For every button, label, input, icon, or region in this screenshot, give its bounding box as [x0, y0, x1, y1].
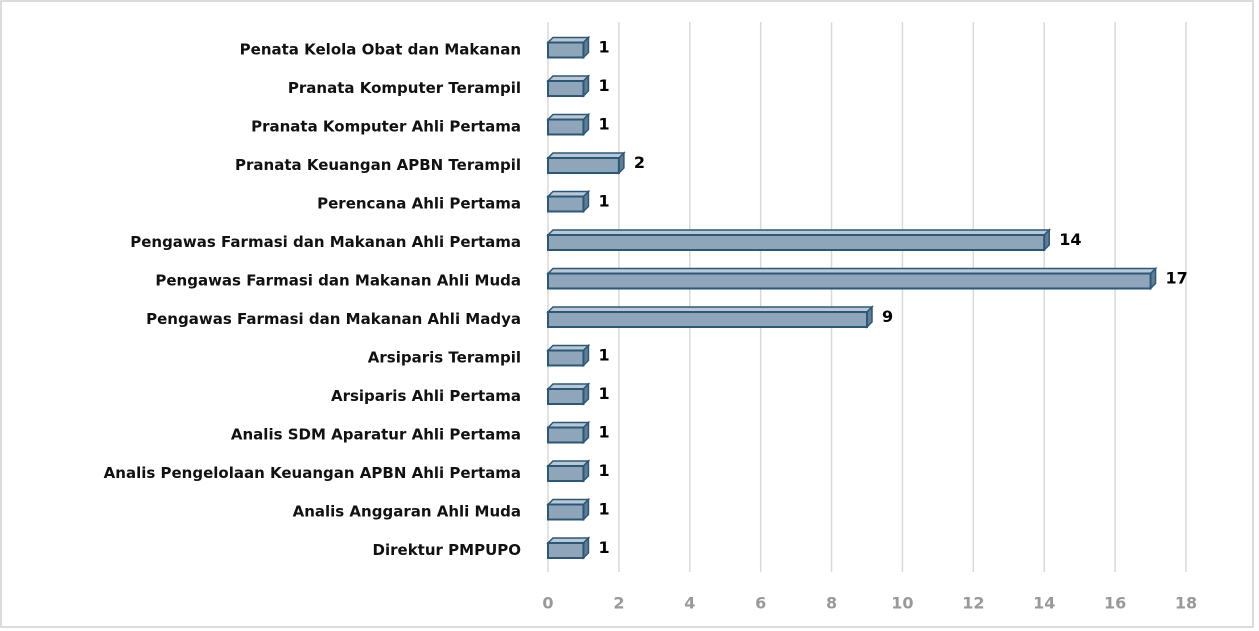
y-tick-label: Arsiparis Ahli Pertama [331, 387, 521, 405]
bar [547, 426, 585, 444]
bar [547, 388, 585, 405]
value-label: 1 [598, 115, 609, 134]
y-tick-label: Analis Anggaran Ahli Muda [293, 503, 521, 521]
x-tick-label: 8 [826, 594, 837, 613]
bar [547, 503, 585, 521]
x-tick-label: 10 [891, 594, 913, 613]
y-tick-label: Pengawas Farmasi dan Makanan Ahli Madya [146, 310, 521, 328]
bar [547, 234, 1046, 251]
y-tick-label: Analis Pengelolaan Keuangan APBN Ahli Pe… [104, 464, 521, 482]
x-tick-label: 6 [755, 594, 766, 613]
x-tick-label: 4 [684, 594, 695, 613]
value-label: 1 [598, 346, 609, 365]
value-label: 9 [882, 307, 893, 326]
bar [547, 195, 585, 213]
x-tick-label: 18 [1175, 594, 1197, 613]
bar [547, 465, 585, 482]
y-tick-label: Pranata Keuangan APBN Terampil [235, 156, 521, 174]
bar [547, 542, 585, 559]
bar [547, 311, 868, 328]
y-tick-label: Analis SDM Aparatur Ahli Pertama [231, 426, 521, 444]
bar [547, 157, 620, 174]
value-label: 2 [634, 153, 645, 172]
value-label: 1 [598, 461, 609, 480]
y-tick-label: Perencana Ahli Pertama [317, 195, 521, 213]
y-tick-label: Arsiparis Terampil [368, 349, 521, 367]
x-tick-label: 14 [1033, 594, 1055, 613]
y-tick-label: Pranata Komputer Ahli Pertama [251, 118, 521, 136]
y-tick-label: Pranata Komputer Terampil [288, 79, 521, 97]
y-tick-label: Pengawas Farmasi dan Makanan Ahli Muda [155, 272, 521, 290]
x-tick-label: 16 [1104, 594, 1126, 613]
value-label: 1 [598, 500, 609, 519]
x-tick-label: 12 [962, 594, 984, 613]
value-label: 1 [598, 76, 609, 95]
value-label: 17 [1166, 269, 1188, 288]
bar [547, 80, 585, 97]
y-tick-label: Penata Kelola Obat dan Makanan [240, 41, 521, 59]
bar [547, 272, 1152, 290]
value-label: 14 [1059, 230, 1081, 249]
x-tick-label: 0 [542, 594, 553, 613]
bar [547, 41, 585, 59]
bar [547, 349, 585, 367]
value-label: 1 [598, 538, 609, 557]
x-tick-label: 2 [613, 594, 624, 613]
value-label: 1 [598, 423, 609, 442]
bar [547, 118, 585, 136]
value-label: 1 [598, 384, 609, 403]
y-tick-label: Pengawas Farmasi dan Makanan Ahli Pertam… [130, 233, 521, 251]
value-label: 1 [598, 38, 609, 57]
y-tick-label: Direktur PMPUPO [373, 541, 521, 559]
value-label: 1 [598, 192, 609, 211]
